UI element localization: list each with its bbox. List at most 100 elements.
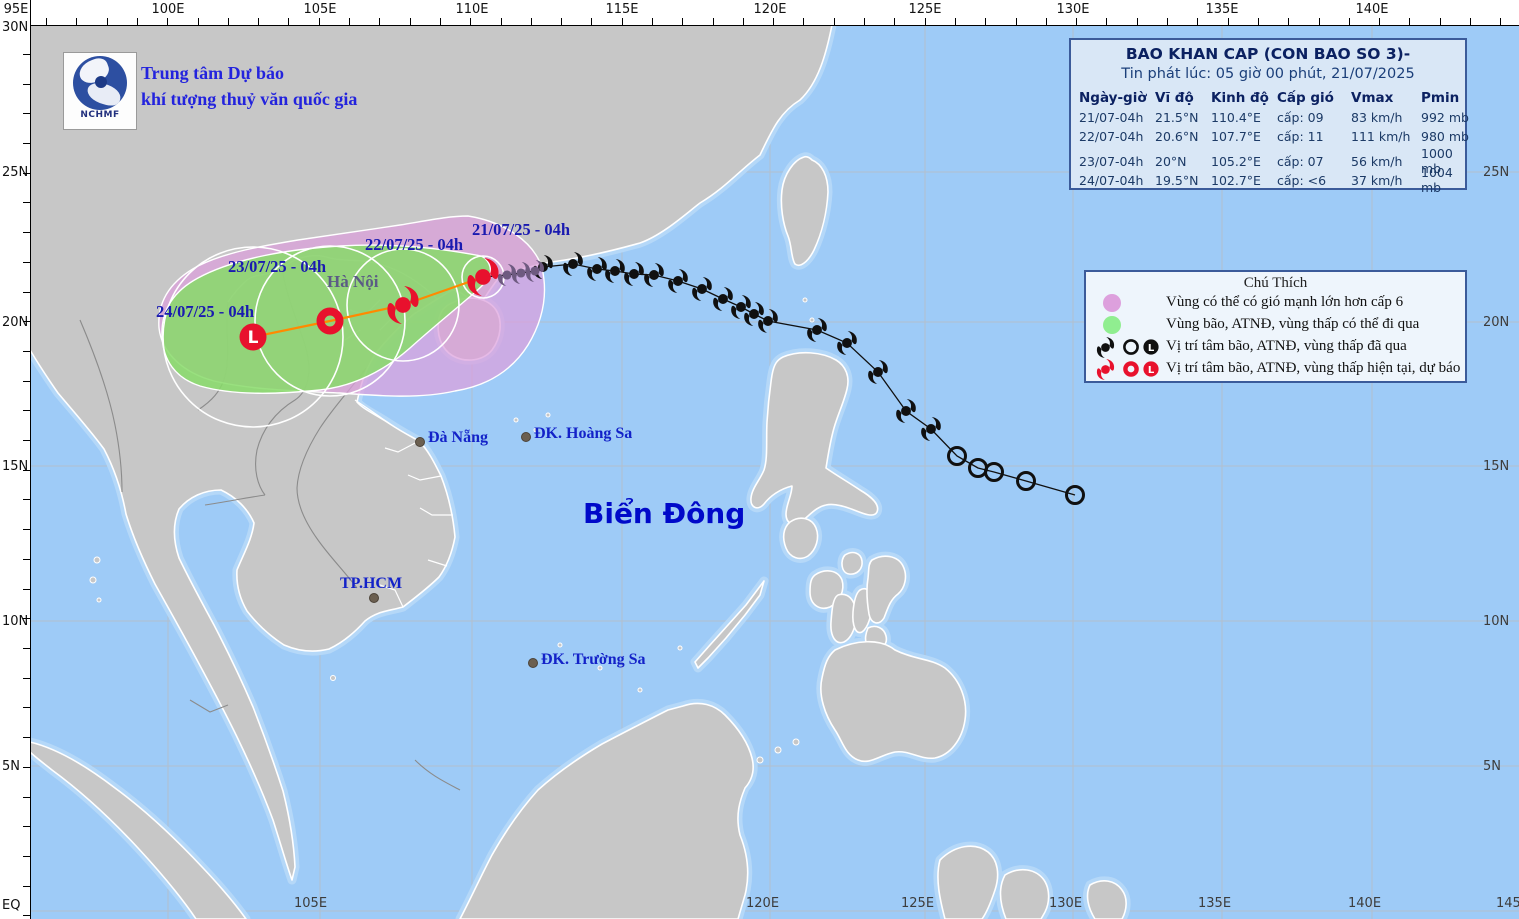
top-axis-tick [1137, 18, 1138, 25]
top-axis-tick [591, 18, 592, 25]
table-cell: 110.4°E [1211, 110, 1261, 125]
top-axis-tick [1349, 18, 1350, 25]
left-axis-tick [23, 529, 30, 530]
past-track-line [482, 263, 1076, 496]
left-axis-tick [23, 915, 30, 916]
forecast-table: Ngày-giờ Vĩ độ Kinh độ Cấp gió Vmax Pmin 21/07… [1071, 88, 1469, 195]
bottom-edge-label: 135E [1198, 896, 1232, 911]
right-edge-label: 5N [1483, 759, 1501, 774]
top-axis-tick [652, 18, 653, 25]
top-axis-label: 95E [3, 2, 29, 17]
svg-text:L: L [1148, 343, 1155, 354]
top-axis-strip [0, 0, 1519, 26]
top-axis-tick [561, 18, 562, 25]
forecast-table-header: Ngày-giờ Vĩ độ Kinh độ Cấp gió Vmax Pmin [1079, 88, 1465, 108]
top-axis-tick [1409, 18, 1410, 25]
left-axis-tick [23, 321, 30, 322]
green-zone-dot-icon [1094, 314, 1166, 336]
top-axis-label: 135E [1205, 2, 1239, 17]
top-axis-tick [1106, 18, 1107, 25]
top-axis-tick [682, 18, 683, 25]
top-axis-tick [1258, 18, 1259, 25]
green-track-zone [161, 244, 492, 394]
top-axis-tick [46, 18, 47, 25]
top-axis-tick [864, 18, 865, 25]
top-axis-tick [470, 18, 471, 25]
top-axis-label: 110E [455, 2, 489, 17]
forecast-time-label: 21/07/25 - 04h [472, 220, 571, 239]
right-edge-label: 15N [1483, 459, 1510, 474]
top-axis-tick [713, 18, 714, 25]
top-axis-tick [985, 18, 986, 25]
nchmf-logo-icon [73, 56, 127, 110]
left-axis-label: 10N [2, 614, 29, 629]
left-axis-tick [23, 559, 30, 560]
top-axis-tick [955, 18, 956, 25]
left-axis-tick [23, 202, 30, 203]
column-header: Kinh độ [1211, 90, 1269, 106]
bulletin-issue-time: Tin phát lúc: 05 giờ 00 phút, 21/07/2025 [1121, 66, 1415, 82]
city-dot-icon [369, 593, 379, 603]
past-position-circle-icon [1065, 485, 1085, 505]
table-cell: 23/07-04h [1079, 153, 1144, 169]
left-axis-tick [23, 292, 30, 293]
left-axis-tick [23, 826, 30, 827]
agency-line1: Trung tâm Dự báo [141, 63, 284, 83]
top-axis-tick [107, 18, 108, 25]
left-axis-tick [23, 113, 30, 114]
top-axis-tick [1500, 18, 1501, 25]
top-axis-label: 115E [605, 2, 639, 17]
left-axis-label: 30N [2, 20, 29, 35]
storm-position-markers: L [239, 252, 1085, 505]
city-dot-icon [528, 658, 538, 668]
forecast-table-row: 21/07-04h 21.5°N 110.4°E cấp: 09 83 km/h 992 … [1079, 108, 1469, 127]
forecast-low-ring-icon [316, 307, 344, 335]
city-label: Đà Nẵng [428, 429, 489, 446]
table-cell: cấp: 09 [1277, 110, 1324, 125]
agency-line2: khí tượng thuỷ văn quốc gia [141, 89, 358, 109]
table-cell: 37 km/h [1351, 172, 1403, 188]
legend-item-purple-zone: Vùng có thể có gió mạnh lớn hơn cấp 6 [1086, 292, 1465, 314]
top-axis-tick [1379, 18, 1380, 25]
bottom-edge-label: 145E [1496, 896, 1519, 911]
table-cell: 21/07-04h [1079, 110, 1144, 125]
left-axis-tick [23, 173, 30, 174]
city-label: ĐK. Hoàng Sa [534, 425, 633, 442]
bottom-edge-label: 120E [746, 896, 780, 911]
right-edge-label: 10N [1483, 614, 1510, 629]
top-axis-tick [379, 18, 380, 25]
left-axis-tick [23, 856, 30, 857]
nchmf-logo: NCHMF [63, 52, 137, 130]
forecast-time-label: 22/07/25 - 04h [365, 235, 464, 254]
top-axis-tick [1046, 18, 1047, 25]
top-axis-tick [76, 18, 77, 25]
table-cell: 19.5°N [1155, 172, 1199, 188]
left-axis-tick [23, 54, 30, 55]
bottom-edge-label: 130E [1049, 896, 1083, 911]
table-cell: 980 mb [1421, 129, 1469, 144]
column-header: Pmin [1421, 90, 1460, 106]
table-cell: cấp: 07 [1277, 153, 1324, 169]
city-dot-icon [521, 432, 531, 442]
left-axis-tick [23, 232, 30, 233]
left-axis-tick [23, 618, 30, 619]
table-cell: 1000 mb [1421, 146, 1453, 176]
top-axis-tick [1197, 18, 1198, 25]
legend-item-past-markers: L Vị trí tâm bão, ATNĐ, vùng thấp đã qua [1086, 336, 1465, 358]
left-axis-tick [23, 84, 30, 85]
top-axis-tick [137, 18, 138, 25]
legend-box: Chú Thích Vùng có thể có gió mạnh lớn hơ… [1084, 270, 1467, 383]
top-axis-tick [167, 18, 168, 25]
top-axis-tick [1016, 18, 1017, 25]
svg-text:L: L [1148, 365, 1155, 376]
forecast-table-row: 22/07-04h 20.6°N 107.7°E cấp: 11 111 km/h 980… [1079, 127, 1469, 146]
table-cell: 992 mb [1421, 110, 1469, 125]
agency-name: Trung tâm Dự báo khí tượng thuỷ văn quốc… [141, 60, 357, 112]
table-cell: 24/07-04h [1079, 172, 1144, 188]
left-axis-label: 15N [2, 459, 29, 474]
city-label: ĐK. Trường Sa [541, 651, 646, 668]
left-axis-label: 20N [2, 315, 29, 330]
top-axis-tick [501, 18, 502, 25]
forecast-track-line [252, 275, 484, 339]
